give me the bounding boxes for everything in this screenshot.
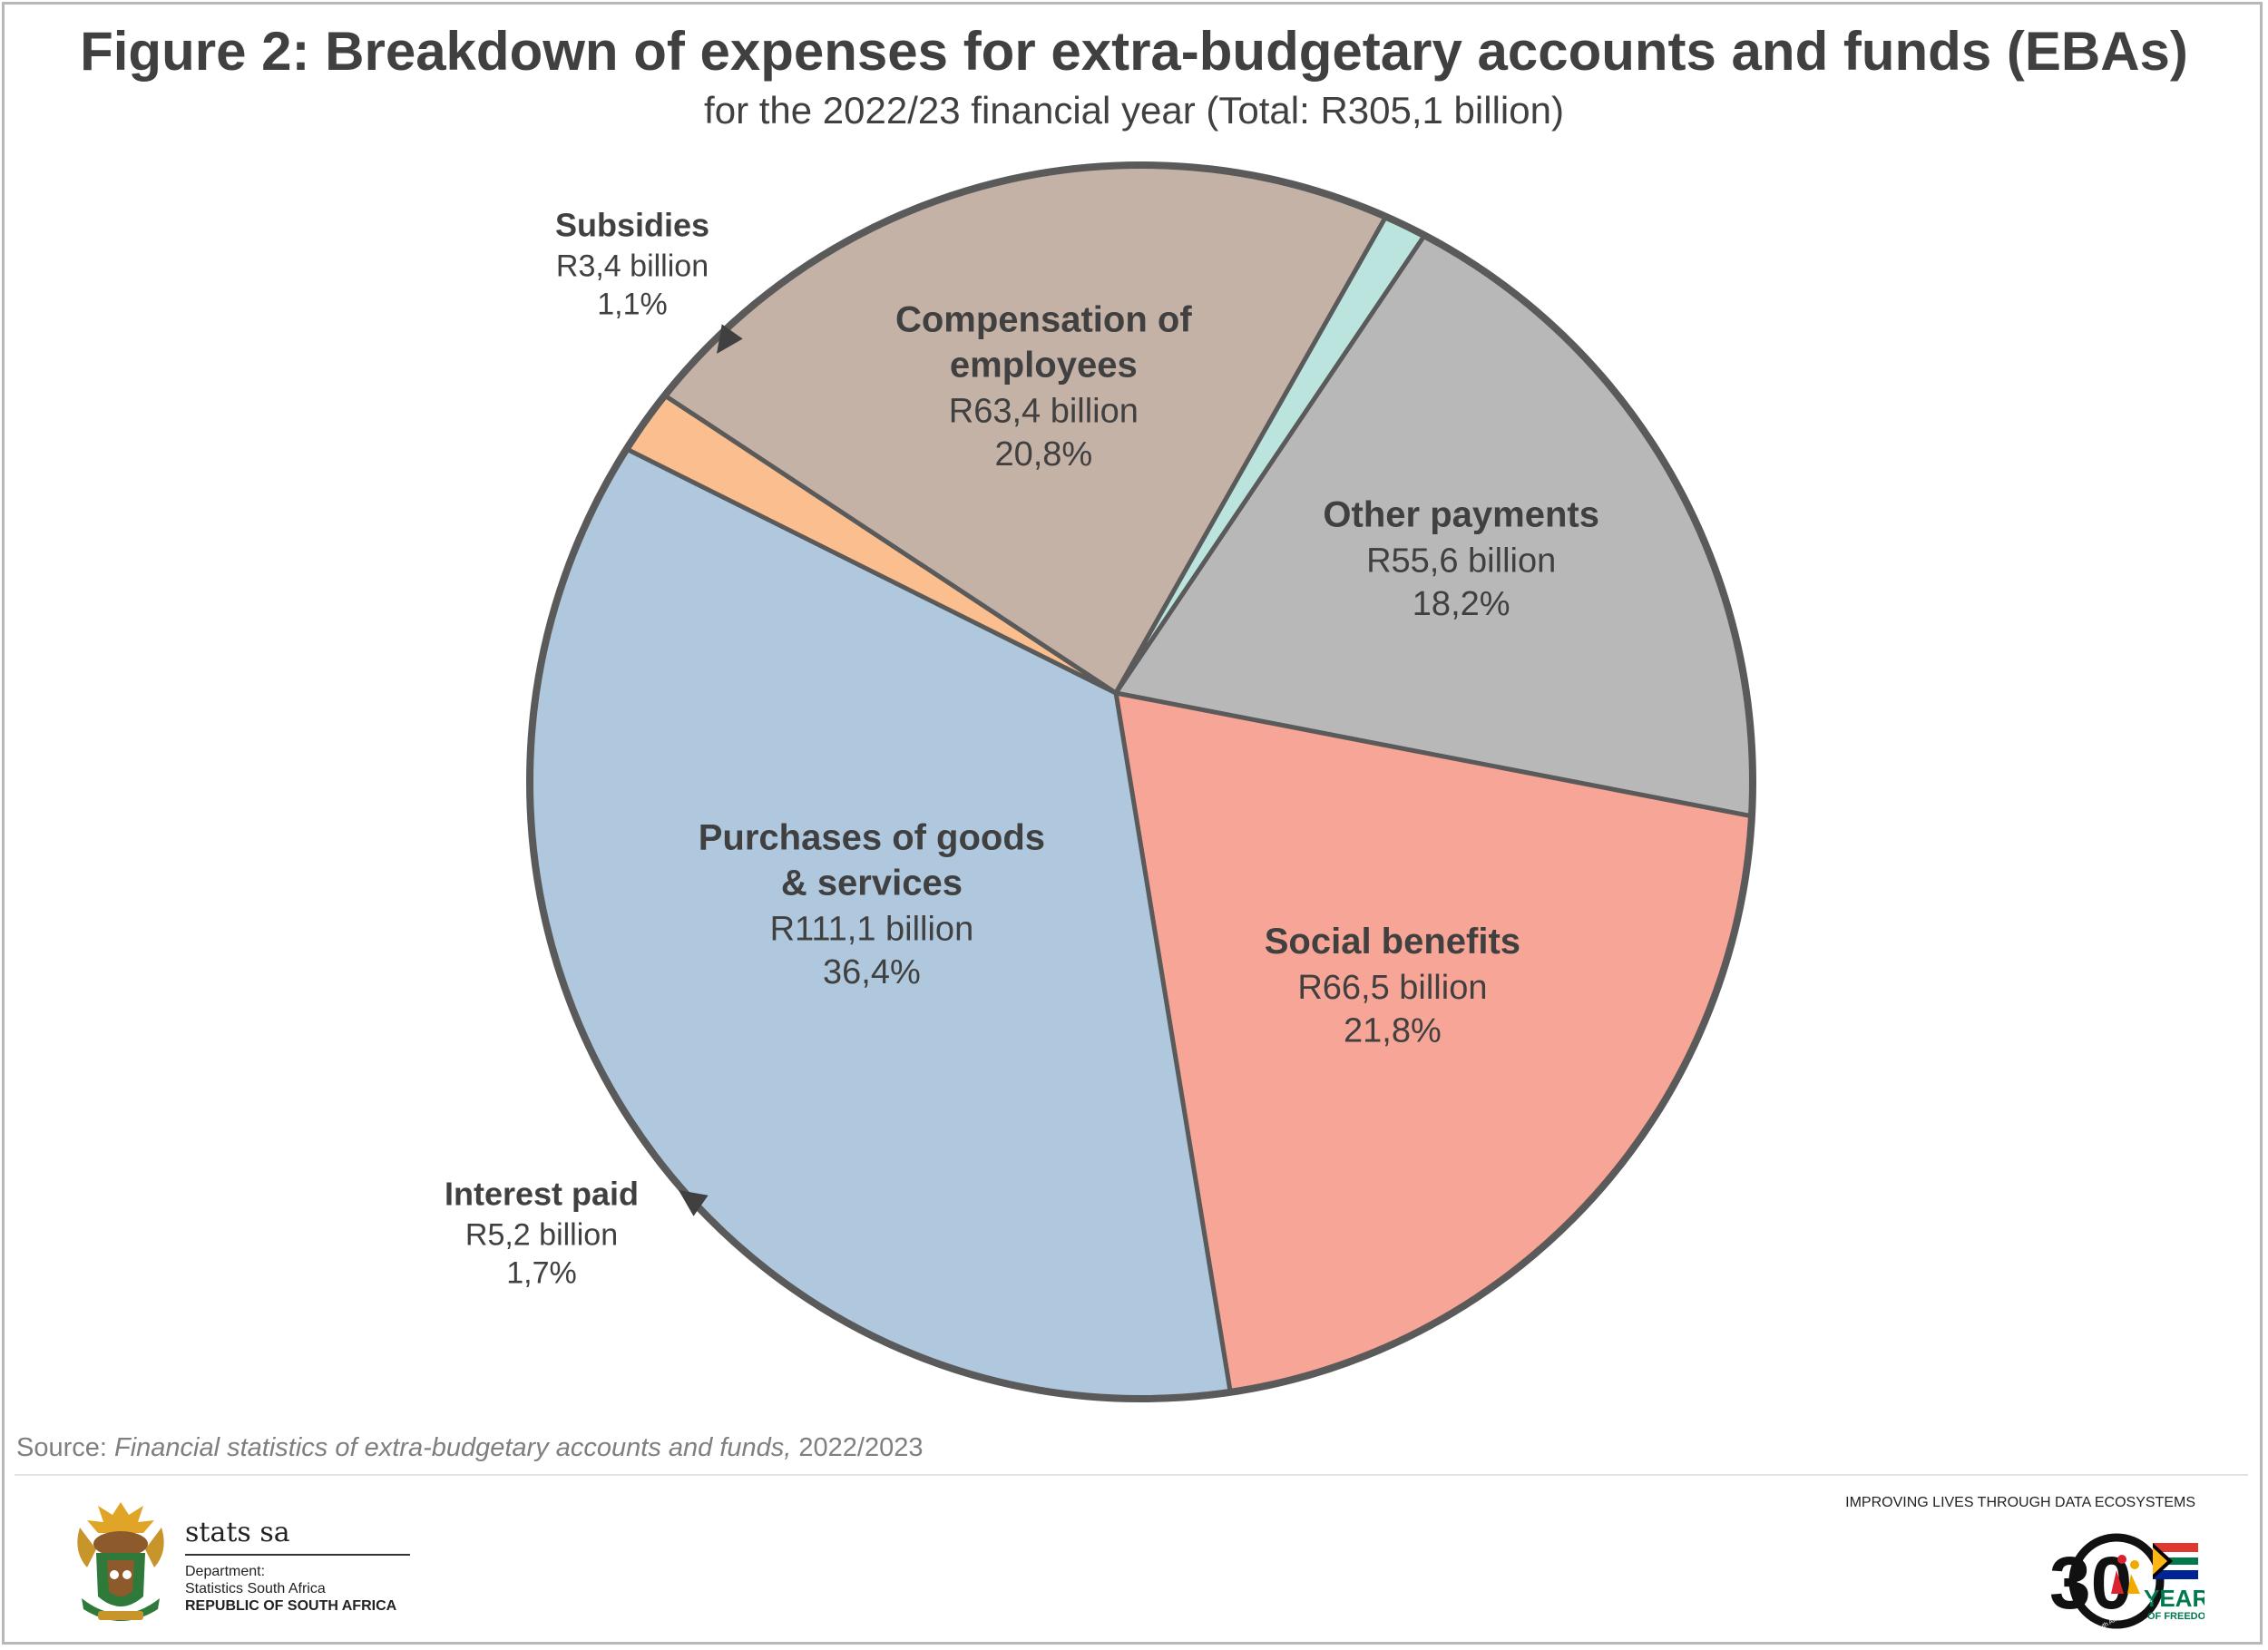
source-year: 2022/2023	[791, 1433, 924, 1462]
slice-amount-compensation-of-employees: R63,4 billion	[949, 393, 1139, 431]
footer-divider	[15, 1474, 2248, 1476]
slice-percent-purchases-of-goods-services: 36,4%	[823, 953, 921, 991]
coat-of-arms-icon	[77, 1502, 164, 1621]
anniversary-word: YEARS	[2144, 1585, 2204, 1612]
slice-label-compensation-of-employees-line-2: employees	[950, 346, 1138, 386]
slice-percent-subsidies: 1,1%	[597, 287, 668, 321]
country-name: REPUBLIC OF SOUTH AFRICA	[185, 1598, 397, 1614]
chart-subtitle: for the 2022/23 financial year (Total: R…	[704, 89, 1564, 132]
tagline: IMPROVING LIVES THROUGH DATA ECOSYSTEMS	[1845, 1495, 2195, 1510]
slice-label-other-payments: Other payments	[1323, 494, 1599, 534]
slice-amount-subsidies: R3,4 billion	[556, 249, 709, 284]
slice-percent-other-payments: 18,2%	[1413, 585, 1510, 623]
slice-percent-social-benefits: 21,8%	[1344, 1011, 1442, 1050]
label-pointer-interest-paid	[679, 1190, 709, 1216]
dept-name: Statistics South Africa	[185, 1581, 326, 1596]
slice-percent-compensation-of-employees: 20,8%	[994, 435, 1092, 474]
source-prefix: Source:	[16, 1433, 114, 1462]
slice-amount-social-benefits: R66,5 billion	[1297, 969, 1487, 1007]
dept-label: Department:	[185, 1564, 266, 1579]
source-note: Source: Financial statistics of extra-bu…	[16, 1433, 924, 1463]
slice-label-compensation-of-employees: Compensation of	[895, 300, 1192, 340]
chart-title: Figure 2: Breakdown of expenses for extr…	[80, 21, 2188, 82]
organisation-block: stats sa Department: Statistics South Af…	[185, 1517, 412, 1615]
slice-amount-other-payments: R55,6 billion	[1366, 542, 1556, 580]
slice-label-purchases-of-goods-services-line-2: & services	[781, 863, 963, 903]
slice-amount-purchases-of-goods-services: R111,1 billion	[770, 910, 974, 948]
pie-outline	[526, 161, 1756, 1402]
slice-label-purchases-of-goods-services: Purchases of goods	[699, 817, 1045, 857]
slice-amount-interest-paid: R5,2 billion	[465, 1218, 618, 1253]
label-pointer-subsidies	[717, 324, 743, 354]
slice-label-subsidies: Subsidies	[555, 207, 709, 244]
org-name: stats sa	[185, 1517, 410, 1556]
slice-label-interest-paid: Interest paid	[445, 1176, 639, 1213]
anniversary-sub: OF FREEDOM	[2147, 1611, 2204, 1622]
30-years-of-freedom-logo: 30 YEARS OF FREEDOM South Africa 1994-20…	[2049, 1533, 2204, 1633]
slice-percent-interest-paid: 1,7%	[506, 1255, 577, 1290]
slice-label-social-benefits: Social benefits	[1265, 922, 1520, 962]
source-title: Financial statistics of extra-budgetary …	[114, 1433, 792, 1462]
flag-icon	[2153, 1543, 2198, 1579]
